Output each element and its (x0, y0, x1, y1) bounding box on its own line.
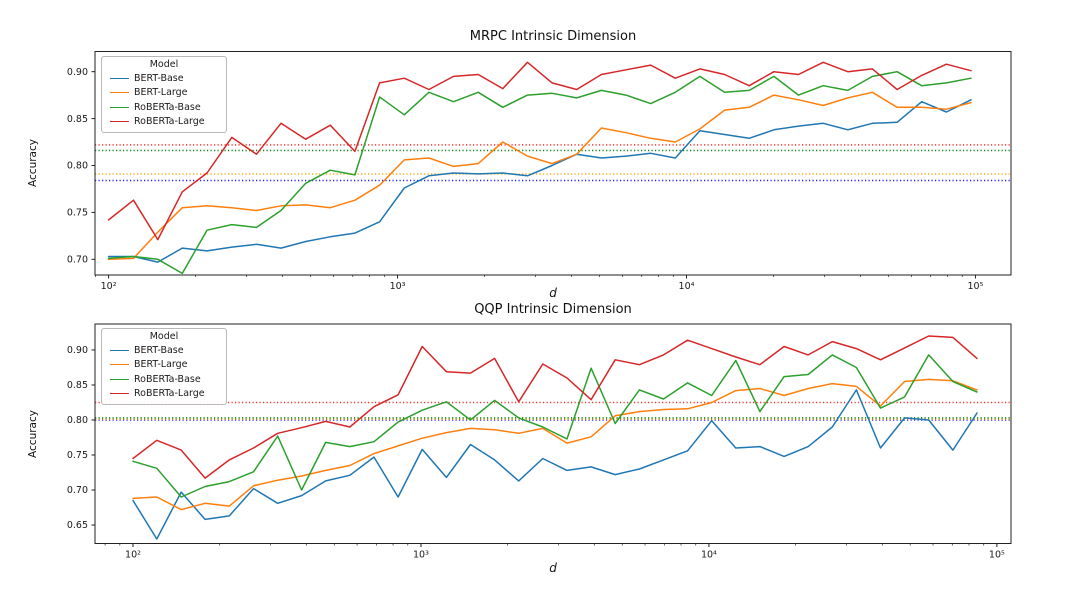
legend-entry-roberta-large: RoBERTa-Large (108, 115, 220, 130)
series-line-roberta-large (132, 335, 978, 479)
y-tick-label: 0.80 (67, 415, 88, 426)
subplot-0: 0.70 0.75 0.80 0.85 0.90 10² 10³ 10⁴ 10⁵ (67, 51, 1012, 292)
legend-bottom: Model BERT-Base BERT-Large RoBERTa-Base … (101, 328, 227, 405)
axes-frame (94, 51, 1012, 276)
x-axis-label-bottom: d (549, 561, 557, 575)
x-tick-label: 10² (125, 550, 141, 561)
series-line-bert-base (132, 389, 978, 540)
y-tick-label: 0.85 (67, 380, 88, 391)
x-tick-label: 10⁴ (701, 550, 717, 561)
x-tick-label: 10⁵ (968, 281, 984, 292)
x-axis-label-top: d (549, 286, 557, 300)
x-tick-label: 10² (101, 281, 117, 292)
y-tick-label: 0.75 (67, 450, 88, 461)
y-tick-label: 0.75 (67, 208, 88, 219)
y-tick-label: 0.70 (67, 485, 88, 496)
legend-title: Model (149, 331, 179, 342)
axes-frame (94, 323, 1012, 544)
x-tick-label: 10³ (390, 281, 406, 292)
x-tick-label: 10⁵ (989, 550, 1005, 561)
y-tick-label: 0.65 (67, 520, 88, 531)
y-axis-label-bottom: Accuracy (27, 410, 39, 458)
series-line-bert-large (132, 378, 978, 511)
legend-line-swatch (110, 349, 129, 351)
legend-entry-bert-large: BERT-Large (108, 358, 220, 373)
y-tick-label: 0.85 (67, 114, 88, 125)
y-tick-label: 0.80 (67, 161, 88, 172)
x-tick-label: 10⁴ (679, 281, 695, 292)
legend-line-swatch (110, 92, 129, 94)
legend-entry-roberta-base: RoBERTa-Base (108, 100, 220, 115)
chart-title-qqp: QQP Intrinsic Dimension (474, 302, 632, 317)
legend-entry-bert-large: BERT-Large (108, 86, 220, 101)
legend-line-swatch (110, 77, 129, 79)
legend-line-swatch (110, 364, 129, 366)
legend-line-swatch (110, 378, 129, 380)
legend-entry-roberta-base: RoBERTa-Base (108, 372, 220, 387)
legend-entry-bert-base: BERT-Base (108, 343, 220, 358)
legend-entry-roberta-large: RoBERTa-Large (108, 387, 220, 402)
y-tick-label: 0.70 (67, 255, 88, 266)
legend-line-swatch (110, 393, 129, 395)
y-tick-label: 0.90 (67, 67, 88, 78)
series-line-bert-base (107, 99, 972, 263)
legend-line-swatch (110, 121, 129, 123)
chart-title-mrpc: MRPC Intrinsic Dimension (469, 29, 637, 44)
series-line-roberta-large (107, 61, 972, 241)
series-line-bert-large (107, 91, 972, 261)
series-line-roberta-base (107, 70, 972, 275)
y-axis-label-top: Accuracy (27, 139, 39, 187)
x-tick-label: 10³ (413, 550, 429, 561)
legend-entry-bert-base: BERT-Base (108, 71, 220, 86)
series-line-roberta-base (132, 354, 978, 498)
subplot-1: 0.65 0.70 0.75 0.80 0.85 0.90 10² 10³ 10⁴ 10⁵ (67, 323, 1012, 561)
legend-title: Model (149, 59, 179, 70)
legend-line-swatch (110, 106, 129, 108)
legend-top: Model BERT-Base BERT-Large RoBERTa-Base … (101, 56, 227, 133)
y-tick-label: 0.90 (67, 345, 88, 356)
